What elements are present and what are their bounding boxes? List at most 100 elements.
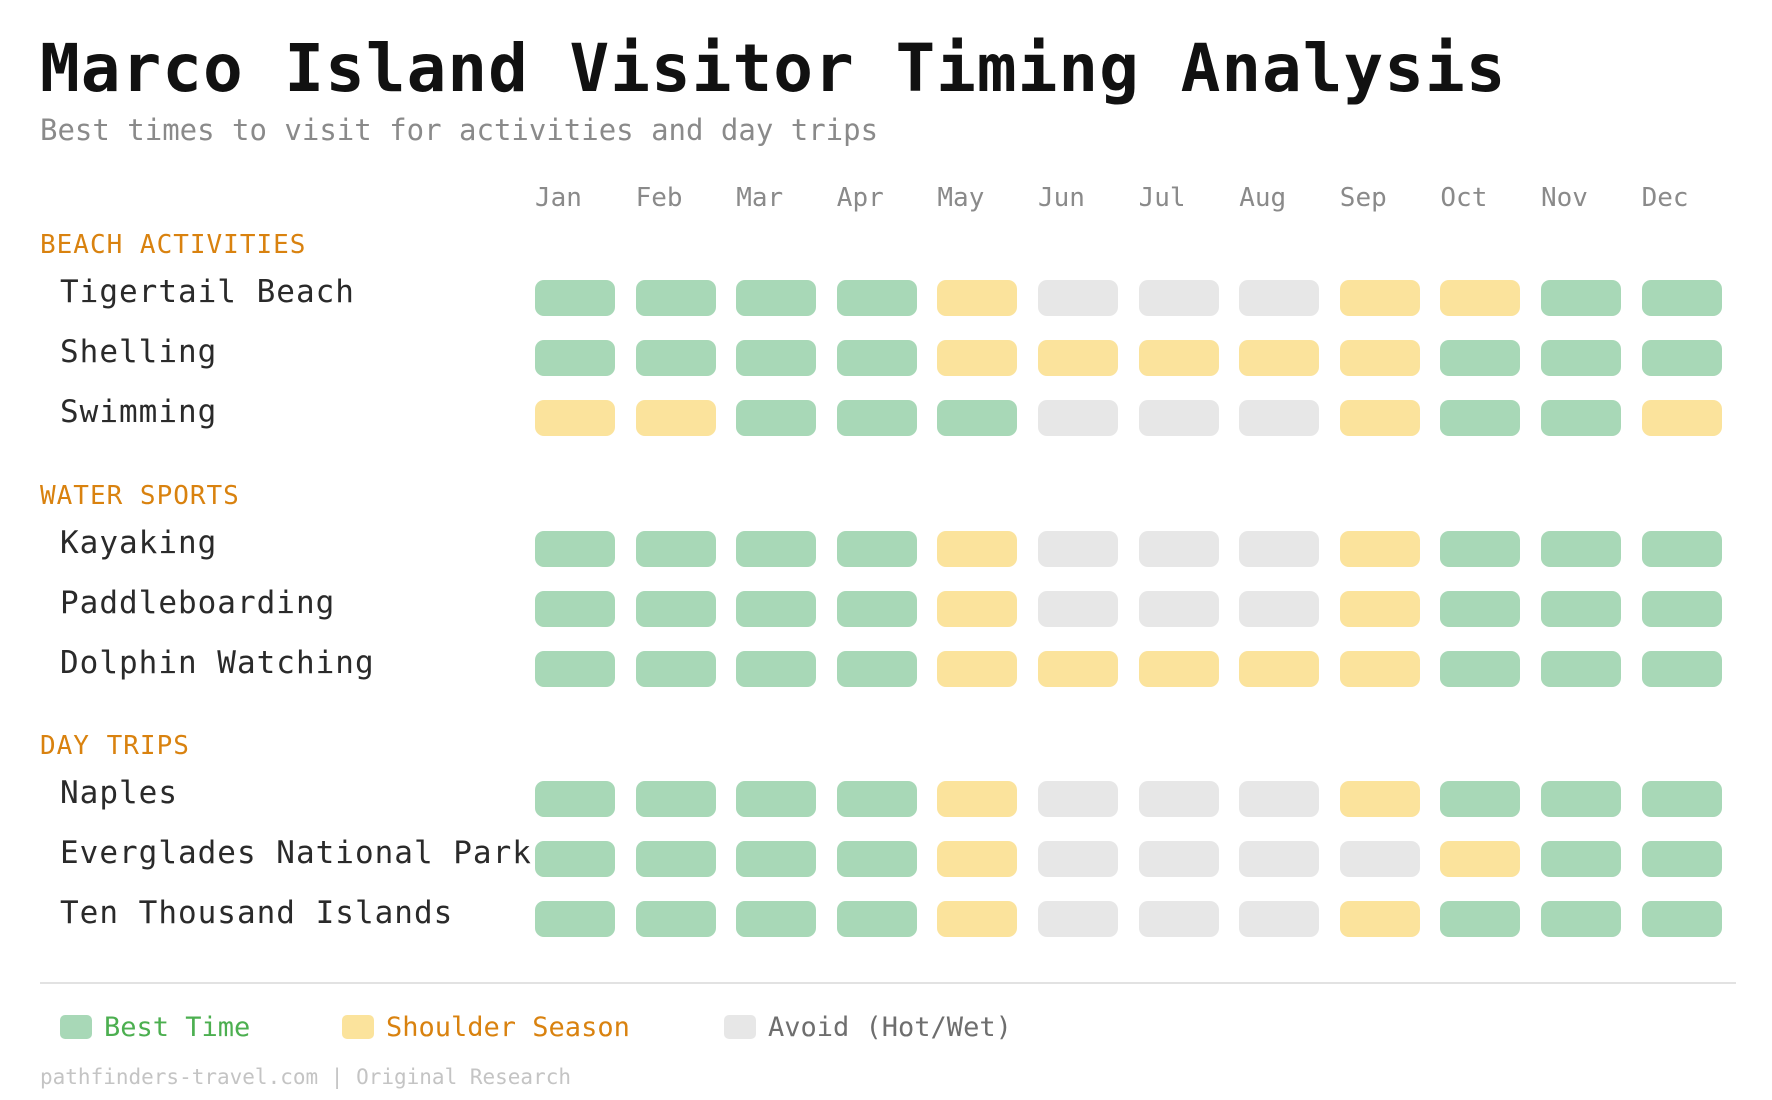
cell-ten-thousand-islands-aug-avoid bbox=[1239, 901, 1320, 937]
cell-paddleboarding-apr-best bbox=[836, 591, 917, 627]
month-header-mar: Mar bbox=[736, 183, 784, 213]
cell-ten-thousand-islands-dec-best bbox=[1641, 901, 1722, 937]
cell-paddleboarding-dec-best bbox=[1641, 591, 1722, 627]
cell-shelling-feb-best bbox=[635, 340, 716, 376]
cell-kayaking-aug-avoid bbox=[1239, 531, 1320, 567]
cell-paddleboarding-mar-best bbox=[736, 591, 817, 627]
month-header-jul: Jul bbox=[1138, 183, 1186, 213]
month-header-dec: Dec bbox=[1641, 183, 1689, 213]
cell-kayaking-oct-best bbox=[1440, 531, 1521, 567]
cell-paddleboarding-oct-best bbox=[1440, 591, 1521, 627]
cell-swimming-may-best bbox=[937, 400, 1018, 436]
cell-dolphin-watching-mar-best bbox=[736, 651, 817, 687]
cell-tigertail-beach-jun-avoid bbox=[1038, 280, 1118, 316]
cell-kayaking-dec-best bbox=[1641, 531, 1722, 567]
cell-dolphin-watching-jun-shoulder bbox=[1038, 651, 1118, 687]
cell-naples-oct-best bbox=[1440, 781, 1521, 817]
legend-divider bbox=[40, 982, 1736, 984]
cell-ten-thousand-islands-nov-best bbox=[1541, 901, 1621, 937]
cell-dolphin-watching-dec-best bbox=[1641, 651, 1722, 687]
cell-paddleboarding-jun-avoid bbox=[1038, 591, 1118, 627]
cell-swimming-mar-best bbox=[736, 400, 817, 436]
cell-ten-thousand-islands-jul-avoid bbox=[1138, 901, 1219, 937]
cell-naples-mar-best bbox=[736, 781, 817, 817]
cell-dolphin-watching-aug-shoulder bbox=[1239, 651, 1320, 687]
cell-shelling-nov-best bbox=[1541, 340, 1621, 376]
cell-shelling-mar-best bbox=[736, 340, 817, 376]
cell-kayaking-mar-best bbox=[736, 531, 817, 567]
cell-shelling-aug-shoulder bbox=[1239, 340, 1320, 376]
cell-swimming-jul-avoid bbox=[1138, 400, 1219, 436]
cell-swimming-feb-shoulder bbox=[635, 400, 716, 436]
cell-dolphin-watching-sep-shoulder bbox=[1339, 651, 1420, 687]
cell-kayaking-jul-avoid bbox=[1138, 531, 1219, 567]
cell-ten-thousand-islands-jan-best bbox=[535, 901, 615, 937]
month-header-jun: Jun bbox=[1038, 183, 1085, 213]
cell-paddleboarding-nov-best bbox=[1541, 591, 1621, 627]
cell-everglades-national-park-oct-shoulder bbox=[1440, 841, 1521, 877]
cell-paddleboarding-may-shoulder bbox=[937, 591, 1018, 627]
month-header-jan: Jan bbox=[535, 183, 582, 213]
cell-dolphin-watching-jul-shoulder bbox=[1138, 651, 1219, 687]
cell-everglades-national-park-jun-avoid bbox=[1038, 841, 1118, 877]
cell-everglades-national-park-jan-best bbox=[535, 841, 615, 877]
month-header-aug: Aug bbox=[1239, 183, 1287, 213]
cell-ten-thousand-islands-may-shoulder bbox=[937, 901, 1018, 937]
cell-tigertail-beach-jul-avoid bbox=[1138, 280, 1219, 316]
cell-kayaking-jun-avoid bbox=[1038, 531, 1118, 567]
cell-everglades-national-park-mar-best bbox=[736, 841, 817, 877]
row-label-kayaking: Kayaking bbox=[60, 525, 218, 561]
row-label-dolphin-watching: Dolphin Watching bbox=[60, 645, 375, 681]
cell-naples-feb-best bbox=[635, 781, 716, 817]
cell-paddleboarding-jan-best bbox=[535, 591, 615, 627]
cell-tigertail-beach-apr-best bbox=[836, 280, 917, 316]
cell-dolphin-watching-jan-best bbox=[535, 651, 615, 687]
cell-shelling-sep-shoulder bbox=[1339, 340, 1420, 376]
cell-ten-thousand-islands-apr-best bbox=[836, 901, 917, 937]
cell-swimming-oct-best bbox=[1440, 400, 1521, 436]
cell-kayaking-jan-best bbox=[535, 531, 615, 567]
cell-everglades-national-park-feb-best bbox=[635, 841, 716, 877]
row-label-shelling: Shelling bbox=[60, 334, 218, 370]
legend-swatch-shoulder bbox=[342, 1015, 374, 1039]
cell-naples-jun-avoid bbox=[1038, 781, 1118, 817]
cell-shelling-jun-shoulder bbox=[1038, 340, 1118, 376]
row-label-ten-thousand-islands: Ten Thousand Islands bbox=[60, 895, 454, 931]
cell-dolphin-watching-feb-best bbox=[635, 651, 716, 687]
cell-kayaking-feb-best bbox=[635, 531, 716, 567]
row-label-tigertail-beach: Tigertail Beach bbox=[60, 274, 355, 310]
cell-dolphin-watching-may-shoulder bbox=[937, 651, 1018, 687]
legend-label-best: Best Time bbox=[104, 1012, 251, 1043]
legend-swatch-best bbox=[60, 1015, 92, 1039]
cell-tigertail-beach-sep-shoulder bbox=[1339, 280, 1420, 316]
cell-naples-dec-best bbox=[1641, 781, 1722, 817]
cell-everglades-national-park-may-shoulder bbox=[937, 841, 1018, 877]
cell-everglades-national-park-nov-best bbox=[1541, 841, 1621, 877]
cell-ten-thousand-islands-jun-avoid bbox=[1038, 901, 1118, 937]
cell-everglades-national-park-sep-avoid bbox=[1339, 841, 1420, 877]
cell-dolphin-watching-nov-best bbox=[1541, 651, 1621, 687]
cell-shelling-jul-shoulder bbox=[1138, 340, 1219, 376]
cell-shelling-oct-best bbox=[1440, 340, 1521, 376]
cell-shelling-apr-best bbox=[836, 340, 917, 376]
cell-paddleboarding-jul-avoid bbox=[1138, 591, 1219, 627]
cell-tigertail-beach-aug-avoid bbox=[1239, 280, 1320, 316]
cell-kayaking-sep-shoulder bbox=[1339, 531, 1420, 567]
cell-tigertail-beach-oct-shoulder bbox=[1440, 280, 1521, 316]
month-header-sep: Sep bbox=[1339, 183, 1387, 213]
legend-label-shoulder: Shoulder Season bbox=[386, 1012, 630, 1043]
cell-everglades-national-park-dec-best bbox=[1641, 841, 1722, 877]
legend-label-avoid: Avoid (Hot/Wet) bbox=[768, 1012, 1012, 1043]
cell-ten-thousand-islands-feb-best bbox=[635, 901, 716, 937]
cell-tigertail-beach-dec-best bbox=[1641, 280, 1722, 316]
cell-naples-sep-shoulder bbox=[1339, 781, 1420, 817]
cell-paddleboarding-aug-avoid bbox=[1239, 591, 1320, 627]
month-header-oct: Oct bbox=[1440, 183, 1488, 213]
row-label-swimming: Swimming bbox=[60, 394, 218, 430]
cell-kayaking-apr-best bbox=[836, 531, 917, 567]
cell-swimming-jan-shoulder bbox=[535, 400, 615, 436]
cell-shelling-dec-best bbox=[1641, 340, 1722, 376]
cell-ten-thousand-islands-mar-best bbox=[736, 901, 817, 937]
chart-subtitle: Best times to visit for activities and d… bbox=[40, 113, 879, 147]
